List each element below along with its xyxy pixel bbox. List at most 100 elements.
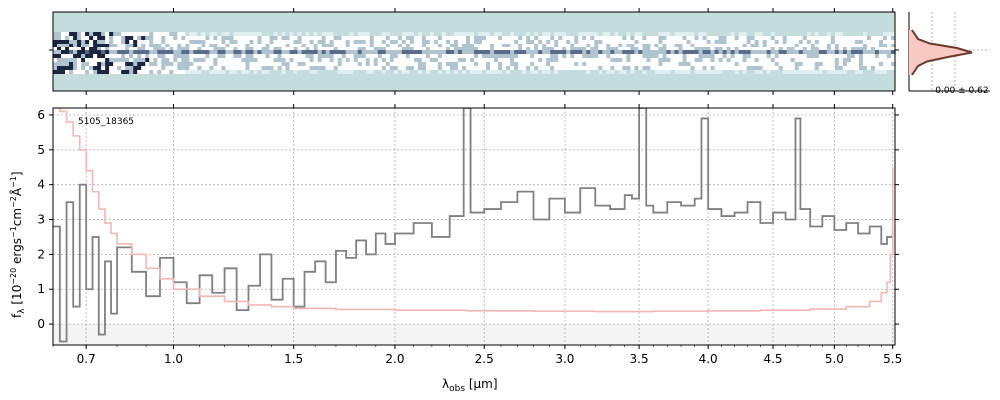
spectrum-2d-pixel bbox=[858, 50, 864, 54]
spectrum-2d-pixel bbox=[145, 66, 150, 70]
y-axis-title-exp2: −1 bbox=[9, 226, 18, 238]
spectrum-2d-pixel bbox=[542, 47, 547, 51]
spectrum-2d-pixel bbox=[357, 36, 363, 40]
spectrum-2d-pixel bbox=[81, 58, 86, 62]
spectrum-2d-pixel bbox=[65, 44, 70, 48]
spectrum-2d-pixel bbox=[169, 40, 174, 44]
spectrum-2d-pixel bbox=[125, 44, 130, 48]
spectrum-2d-pixel bbox=[409, 47, 415, 51]
spectrum-2d-pixel bbox=[237, 44, 243, 48]
spectrum-2d-pixel bbox=[546, 47, 551, 51]
spectrum-2d-pixel bbox=[582, 58, 587, 62]
spectrum-2d-pixel bbox=[117, 32, 122, 36]
spectrum-2d-pixel bbox=[237, 36, 243, 40]
spectrum-2d-pixel bbox=[542, 50, 547, 54]
spectrum-2d-pixel bbox=[738, 70, 744, 74]
spectrum-2d-pixel bbox=[866, 66, 872, 70]
spectrum-2d-pixel bbox=[117, 54, 122, 58]
spectrum-2d-pixel bbox=[658, 44, 664, 48]
spectrum-2d-pixel bbox=[562, 40, 567, 44]
spectrum-2d-pixel bbox=[445, 62, 451, 66]
spectrum-2d-pixel bbox=[710, 62, 716, 66]
spectrum-2d-pixel bbox=[193, 44, 198, 48]
spectrum-2d-pixel bbox=[265, 40, 271, 44]
spectrum-2d-pixel bbox=[333, 47, 339, 51]
spectrum-2d-pixel bbox=[674, 54, 680, 58]
spectrum-2d-pixel bbox=[161, 62, 166, 66]
spectrum-2d-pixel bbox=[510, 70, 515, 74]
spectrum-2d-pixel bbox=[558, 36, 563, 40]
spectrum-2d-pixel bbox=[546, 54, 551, 58]
spectrum-2d-pixel bbox=[157, 62, 162, 66]
spectrum-2d-pixel bbox=[710, 32, 716, 36]
spectrum-2d-pixel bbox=[502, 40, 507, 44]
spectrum-2d-pixel bbox=[838, 40, 844, 44]
spectrum-2d-pixel bbox=[866, 36, 872, 40]
spectrum-2d-pixel bbox=[217, 32, 222, 36]
spectrum-2d-pixel bbox=[465, 50, 471, 54]
spectrum-2d-pixel bbox=[706, 50, 712, 54]
spectrum-2d-pixel bbox=[377, 47, 383, 51]
spectrum-2d-pixel bbox=[586, 36, 591, 40]
spectrum-2d-pixel bbox=[782, 58, 788, 62]
spectrum-2d-pixel bbox=[754, 47, 760, 51]
spectrum-2d-pixel bbox=[429, 62, 435, 66]
spectrum-2d-pixel bbox=[630, 70, 635, 74]
spectrum-2d-pixel bbox=[478, 50, 483, 54]
spectrum-2d-pixel bbox=[401, 70, 407, 74]
series-line-1 bbox=[53, 108, 894, 313]
spectrum-2d-pixel bbox=[802, 50, 808, 54]
spectrum-2d-pixel bbox=[858, 54, 864, 58]
spectrum-2d-pixel bbox=[546, 36, 551, 40]
spectrum-2d-pixel bbox=[417, 32, 423, 36]
spectrum-2d-pixel bbox=[658, 50, 664, 54]
spectrum-2d-pixel bbox=[241, 62, 247, 66]
spectrum-2d-pixel bbox=[201, 54, 206, 58]
spectrum-2d-pixel bbox=[554, 47, 559, 51]
spectrum-2d-pixel bbox=[866, 44, 872, 48]
spectrum-2d-pixel bbox=[245, 32, 251, 36]
spectrum-2d-pixel bbox=[257, 44, 263, 48]
spectrum-2d-pixel bbox=[878, 40, 884, 44]
spectrum-2d-pixel bbox=[598, 66, 603, 70]
spectrum-2d-pixel bbox=[73, 36, 78, 40]
spectrum-2d-pixel bbox=[285, 58, 291, 62]
spectrum-2d-pixel bbox=[457, 54, 463, 58]
spectrum-2d-pixel bbox=[574, 44, 579, 48]
spectrum-2d-pixel bbox=[385, 40, 391, 44]
spectrum-2d-pixel bbox=[822, 66, 828, 70]
spectrum-2d-pixel bbox=[329, 36, 335, 40]
spectrum-2d-pixel bbox=[77, 47, 82, 51]
spectrum-2d-pixel bbox=[161, 50, 166, 54]
spectrum-2d-pixel bbox=[197, 50, 202, 54]
spectrum-2d-pixel bbox=[686, 54, 692, 58]
spectrum-2d-pixel bbox=[686, 66, 692, 70]
spectrum-2d-pixel bbox=[413, 32, 419, 36]
spectrum-2d-pixel bbox=[650, 36, 656, 40]
spectrum-2d-pixel bbox=[726, 40, 732, 44]
spectrum-2d-pixel bbox=[598, 44, 603, 48]
spectrum-2d-pixel bbox=[778, 66, 784, 70]
spectrum-2d-pixel bbox=[345, 58, 351, 62]
spectrum-2d-pixel bbox=[145, 44, 150, 48]
spectrum-2d-pixel bbox=[349, 62, 355, 66]
spectrum-2d-pixel bbox=[209, 62, 214, 66]
spectrum-2d-pixel bbox=[465, 36, 471, 40]
spectrum-2d-pixel bbox=[437, 36, 443, 40]
x-tick-label: 5.0 bbox=[825, 352, 844, 366]
spectrum-2d-pixel bbox=[461, 66, 467, 70]
spectrum-2d-pixel bbox=[317, 70, 323, 74]
spectrum-2d-pixel bbox=[798, 58, 804, 62]
spectrum-2d-pixel bbox=[486, 66, 491, 70]
spectrum-2d-pixel bbox=[193, 58, 198, 62]
spectrum-2d-pixel bbox=[638, 32, 643, 36]
spectrum-2d-pixel bbox=[630, 47, 635, 51]
spectrum-2d-pixel bbox=[890, 58, 896, 62]
spectrum-2d-pixel bbox=[870, 32, 876, 36]
spectrum-2d-pixel bbox=[257, 54, 263, 58]
spectrum-2d-pixel bbox=[245, 44, 251, 48]
spectrum-2d-pixel bbox=[586, 40, 591, 44]
spectrum-2d-pixel bbox=[762, 66, 768, 70]
spectrum-2d-pixel bbox=[249, 62, 255, 66]
spectrum-2d-pixel bbox=[81, 62, 86, 66]
